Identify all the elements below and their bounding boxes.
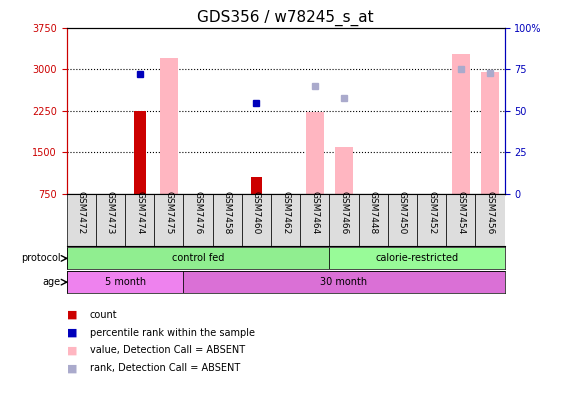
Bar <box>183 271 505 293</box>
Bar <box>160 58 177 194</box>
Bar <box>417 194 446 246</box>
Bar <box>67 248 329 269</box>
Text: count: count <box>90 310 118 320</box>
Bar <box>125 194 154 246</box>
Bar <box>96 194 125 246</box>
Text: 5 month: 5 month <box>104 277 146 287</box>
Bar <box>452 54 470 194</box>
Text: rank, Detection Call = ABSENT: rank, Detection Call = ABSENT <box>90 363 240 373</box>
Title: GDS356 / w78245_s_at: GDS356 / w78245_s_at <box>197 10 374 27</box>
Bar <box>251 177 262 194</box>
Bar <box>183 194 213 246</box>
Bar <box>213 194 242 246</box>
Text: age: age <box>43 277 61 287</box>
Bar <box>476 194 505 246</box>
Bar <box>358 194 388 246</box>
Bar <box>67 271 183 293</box>
Text: ■: ■ <box>67 345 77 356</box>
Bar <box>306 112 324 194</box>
Text: 30 month: 30 month <box>321 277 368 287</box>
Text: ■: ■ <box>67 363 77 373</box>
Bar <box>134 111 146 194</box>
Bar <box>481 72 499 194</box>
Bar <box>388 194 417 246</box>
Bar <box>242 194 271 246</box>
Text: control fed: control fed <box>172 253 224 263</box>
Bar <box>335 147 353 194</box>
Bar <box>329 194 358 246</box>
Bar <box>154 194 183 246</box>
Bar <box>271 194 300 246</box>
Text: calorie-restricted: calorie-restricted <box>375 253 459 263</box>
Text: ■: ■ <box>67 327 77 338</box>
Bar <box>446 194 476 246</box>
Bar <box>329 248 505 269</box>
Text: protocol: protocol <box>21 253 61 263</box>
Text: percentile rank within the sample: percentile rank within the sample <box>90 327 255 338</box>
Bar <box>300 194 329 246</box>
Text: value, Detection Call = ABSENT: value, Detection Call = ABSENT <box>90 345 245 356</box>
Text: ■: ■ <box>67 310 77 320</box>
Bar <box>67 194 96 246</box>
